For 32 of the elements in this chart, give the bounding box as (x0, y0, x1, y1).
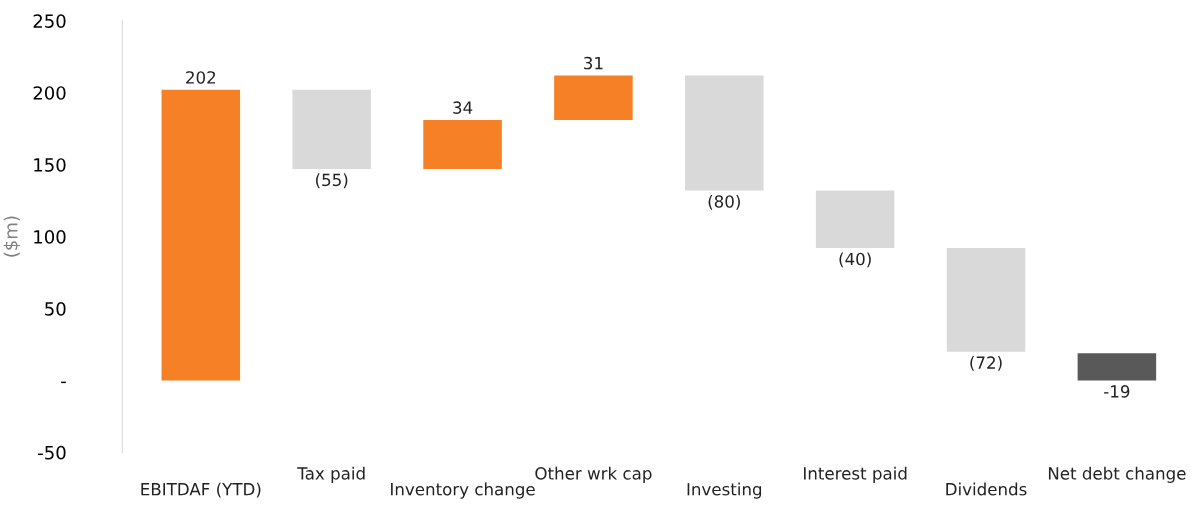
x-tick-label: Tax paid (297, 466, 365, 483)
bar (554, 75, 633, 121)
bar (292, 89, 371, 169)
data-label: -19 (1104, 385, 1130, 398)
data-label: (80) (708, 194, 740, 210)
y-tick-label: 250 (33, 14, 66, 28)
y-tick-label: -50 (38, 445, 66, 460)
x-tick-label: EBITDAF (YTD) (141, 482, 261, 498)
x-tick-label: Investing (687, 482, 762, 499)
x-tick-label: Other wrk cap (535, 466, 652, 483)
x-tick-label: Inventory change (391, 482, 535, 499)
y-tick-label: 150 (34, 158, 66, 172)
bar (946, 248, 1026, 352)
bar (161, 89, 241, 381)
y-axis-title: ($m) (3, 216, 21, 257)
data-label: 31 (584, 56, 603, 70)
data-label: (55) (316, 173, 348, 189)
y-tick-label: 200 (33, 86, 66, 100)
bar (815, 190, 895, 249)
x-tick-label: Interest paid (804, 466, 907, 483)
bar (423, 120, 502, 169)
bar (1077, 353, 1157, 381)
data-label: 34 (453, 101, 473, 114)
bar (685, 75, 764, 191)
data-label: (72) (970, 356, 1002, 371)
x-tick-label: Net debt change (1048, 466, 1186, 483)
y-tick-label: 100 (34, 230, 66, 244)
y-tick-label: - (61, 381, 66, 384)
x-tick-label: Dividends (946, 482, 1027, 496)
data-label: 202 (186, 71, 216, 84)
data-label: (40) (839, 252, 871, 268)
y-tick-label: 50 (45, 301, 66, 316)
